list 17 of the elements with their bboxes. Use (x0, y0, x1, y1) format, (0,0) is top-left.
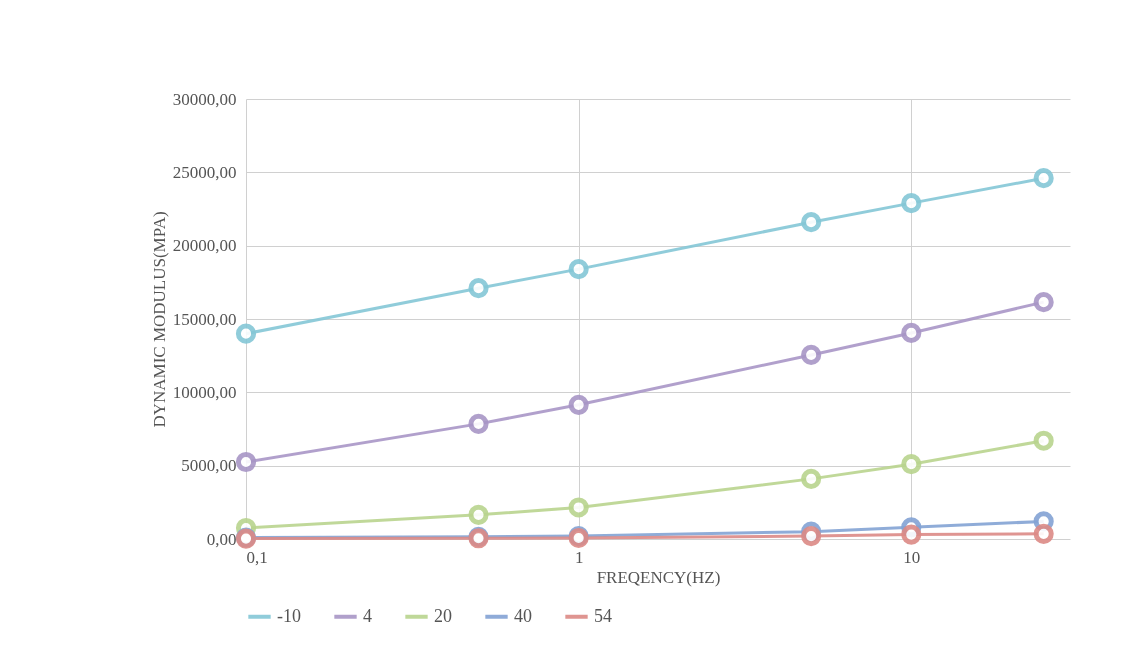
legend-label: 20 (434, 605, 452, 626)
y-tick-label: 0,00 (206, 529, 237, 549)
y-tick-label: 5000,00 (181, 456, 237, 476)
x-tick-label: 10 (903, 547, 921, 567)
legend-label: 4 (363, 605, 372, 626)
y-tick-label: 10000,00 (172, 382, 237, 402)
y-tick-label: 15000,00 (172, 309, 237, 329)
x-tick-label: 0,1 (246, 547, 268, 567)
legend-label: 54 (594, 605, 612, 626)
legend-label: 40 (514, 605, 532, 626)
x-axis-title: FREQENCY(HZ) (596, 567, 721, 587)
y-axis-title: DYNAMIC MODULUS(MPA) (149, 211, 169, 428)
x-tick-label: 1 (574, 547, 584, 567)
y-tick-label: 25000,00 (172, 162, 237, 182)
y-tick-label: 30000,00 (172, 89, 237, 109)
legend-label: -10 (277, 605, 301, 626)
y-tick-label: 20000,00 (172, 236, 237, 256)
